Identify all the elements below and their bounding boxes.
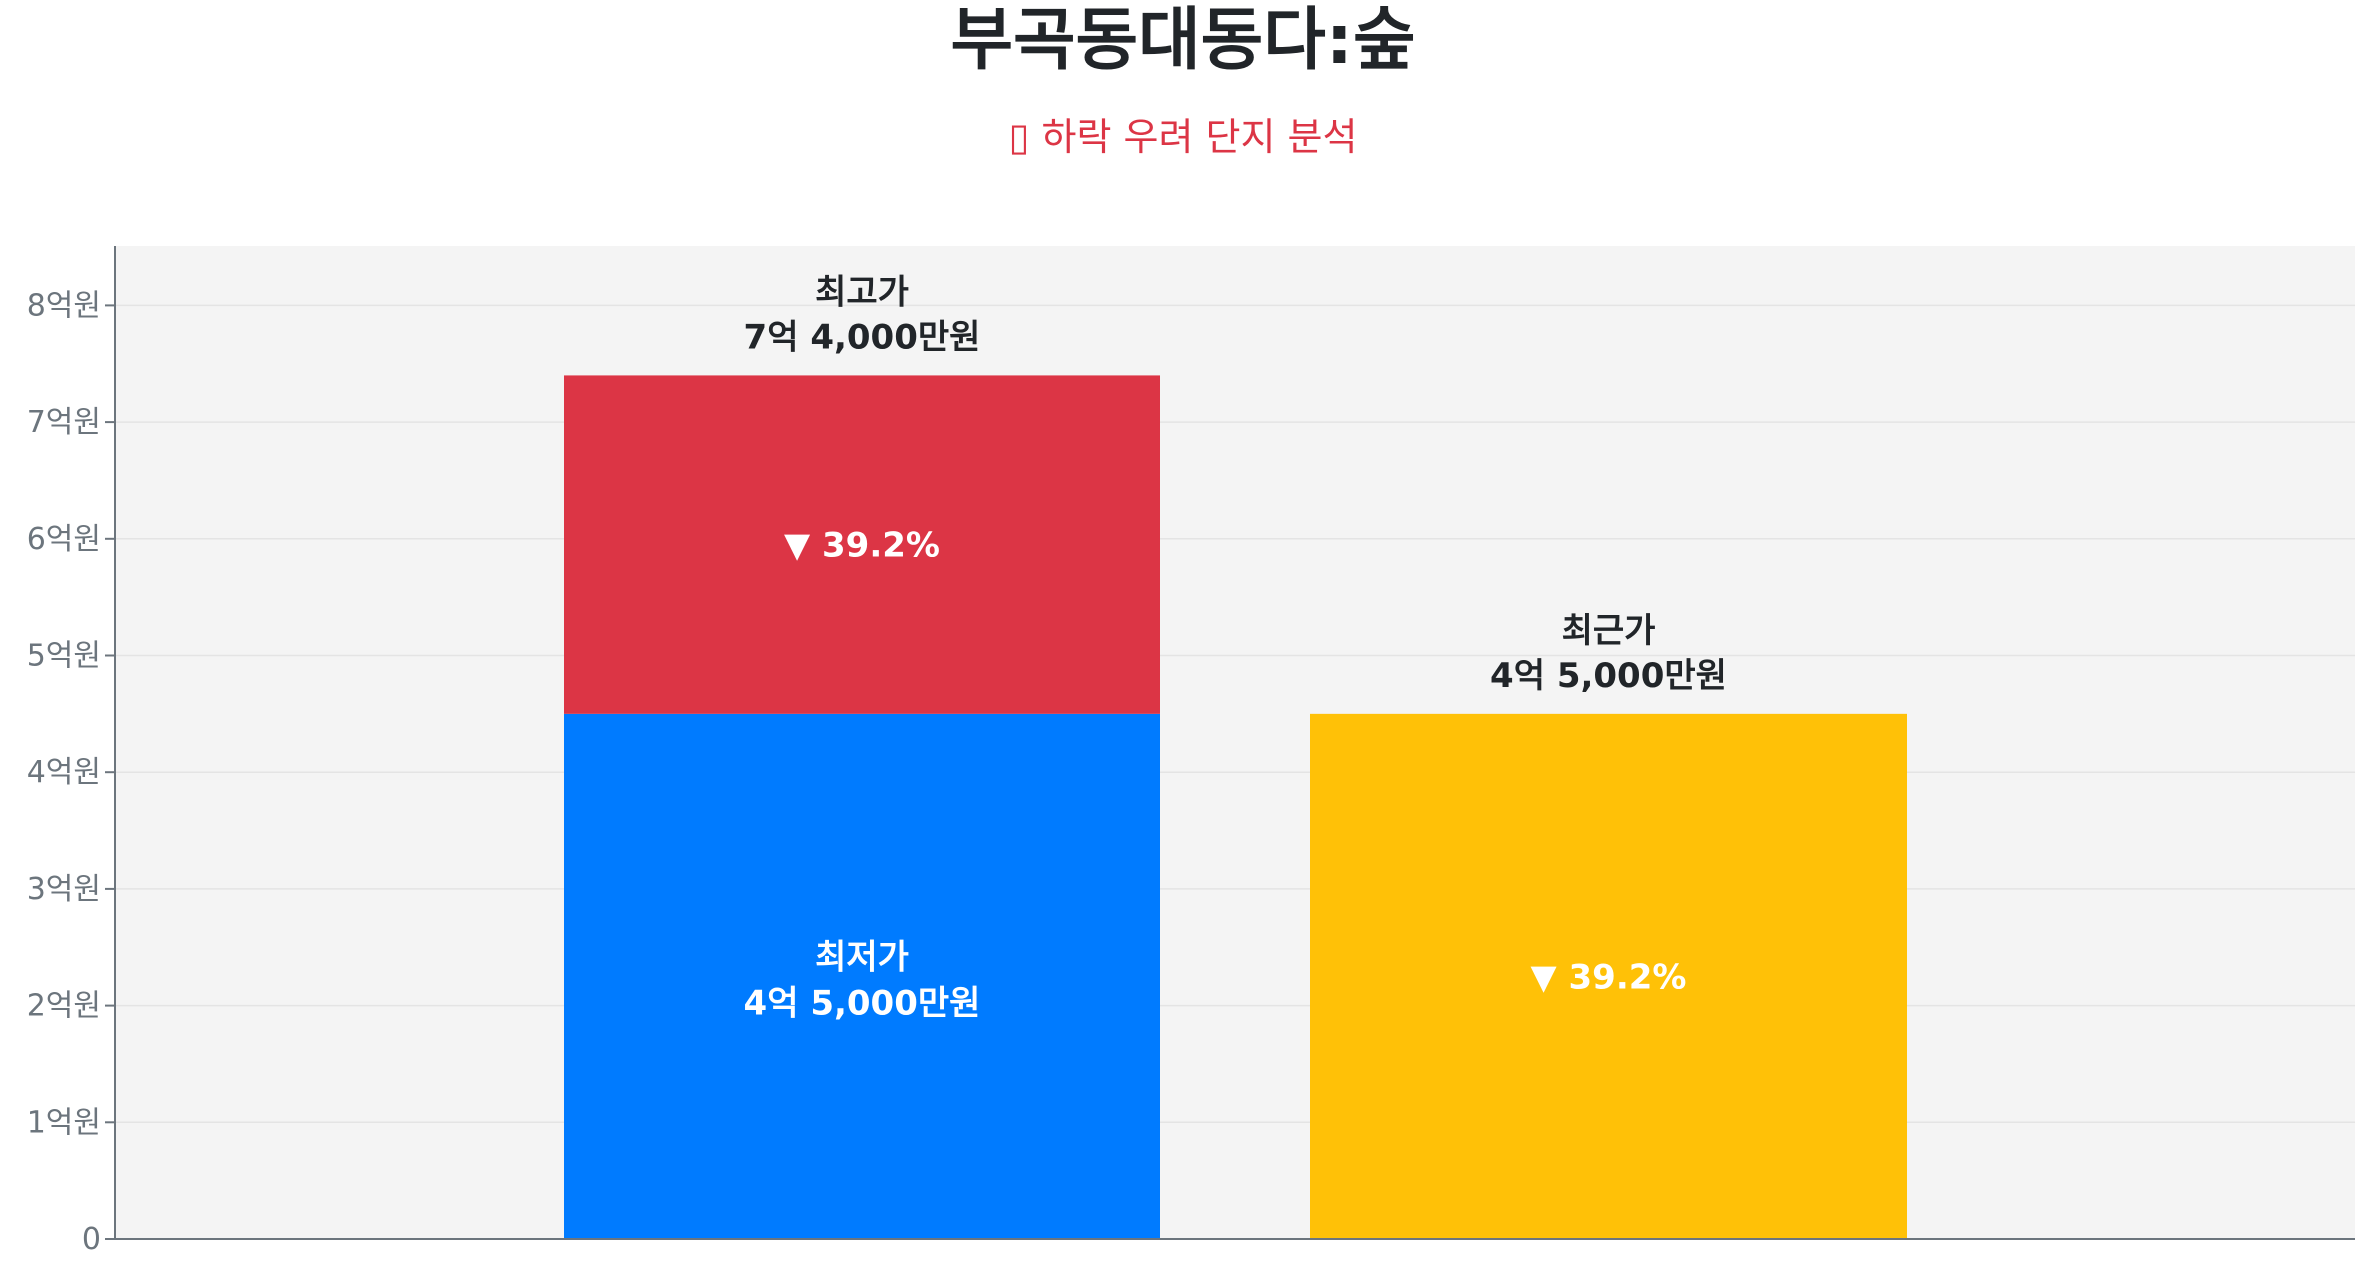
- bar-top-value-label: 4억 5,000만원: [1490, 656, 1727, 696]
- y-tick-label: 6억원: [27, 522, 101, 557]
- bar-top-label: 최고가: [815, 272, 909, 312]
- chart-title: 부곡동대동다:숲: [950, 1, 1415, 80]
- y-tick-label: 0: [82, 1222, 101, 1257]
- bar-segment-최저가: [564, 713, 1160, 1239]
- segment-value-label: 4억 5,000만원: [744, 983, 981, 1023]
- y-tick-label: 2억원: [27, 989, 101, 1024]
- y-tick-label: 5억원: [27, 639, 101, 674]
- y-tick-label: 7억원: [27, 405, 101, 440]
- y-tick-label: 8억원: [27, 288, 101, 323]
- chart-subtitle: ▯ 하락 우려 단지 분석: [1009, 115, 1358, 159]
- change-percent-label: ▼ 39.2%: [1531, 957, 1687, 997]
- bar-segment-최고가: [564, 375, 1160, 714]
- y-tick-label: 3억원: [27, 872, 101, 907]
- y-tick-label: 1억원: [27, 1105, 101, 1140]
- y-tick-label: 4억원: [27, 755, 101, 790]
- bar-top-label: 최근가: [1562, 611, 1656, 651]
- change-percent-label: ▼ 39.2%: [784, 526, 940, 566]
- segment-label: 최저가: [815, 937, 909, 977]
- plot-area: [115, 246, 2355, 1239]
- bar-segment-최근가: [1310, 713, 1907, 1239]
- bar-top-value-label: 7억 4,000만원: [744, 317, 981, 357]
